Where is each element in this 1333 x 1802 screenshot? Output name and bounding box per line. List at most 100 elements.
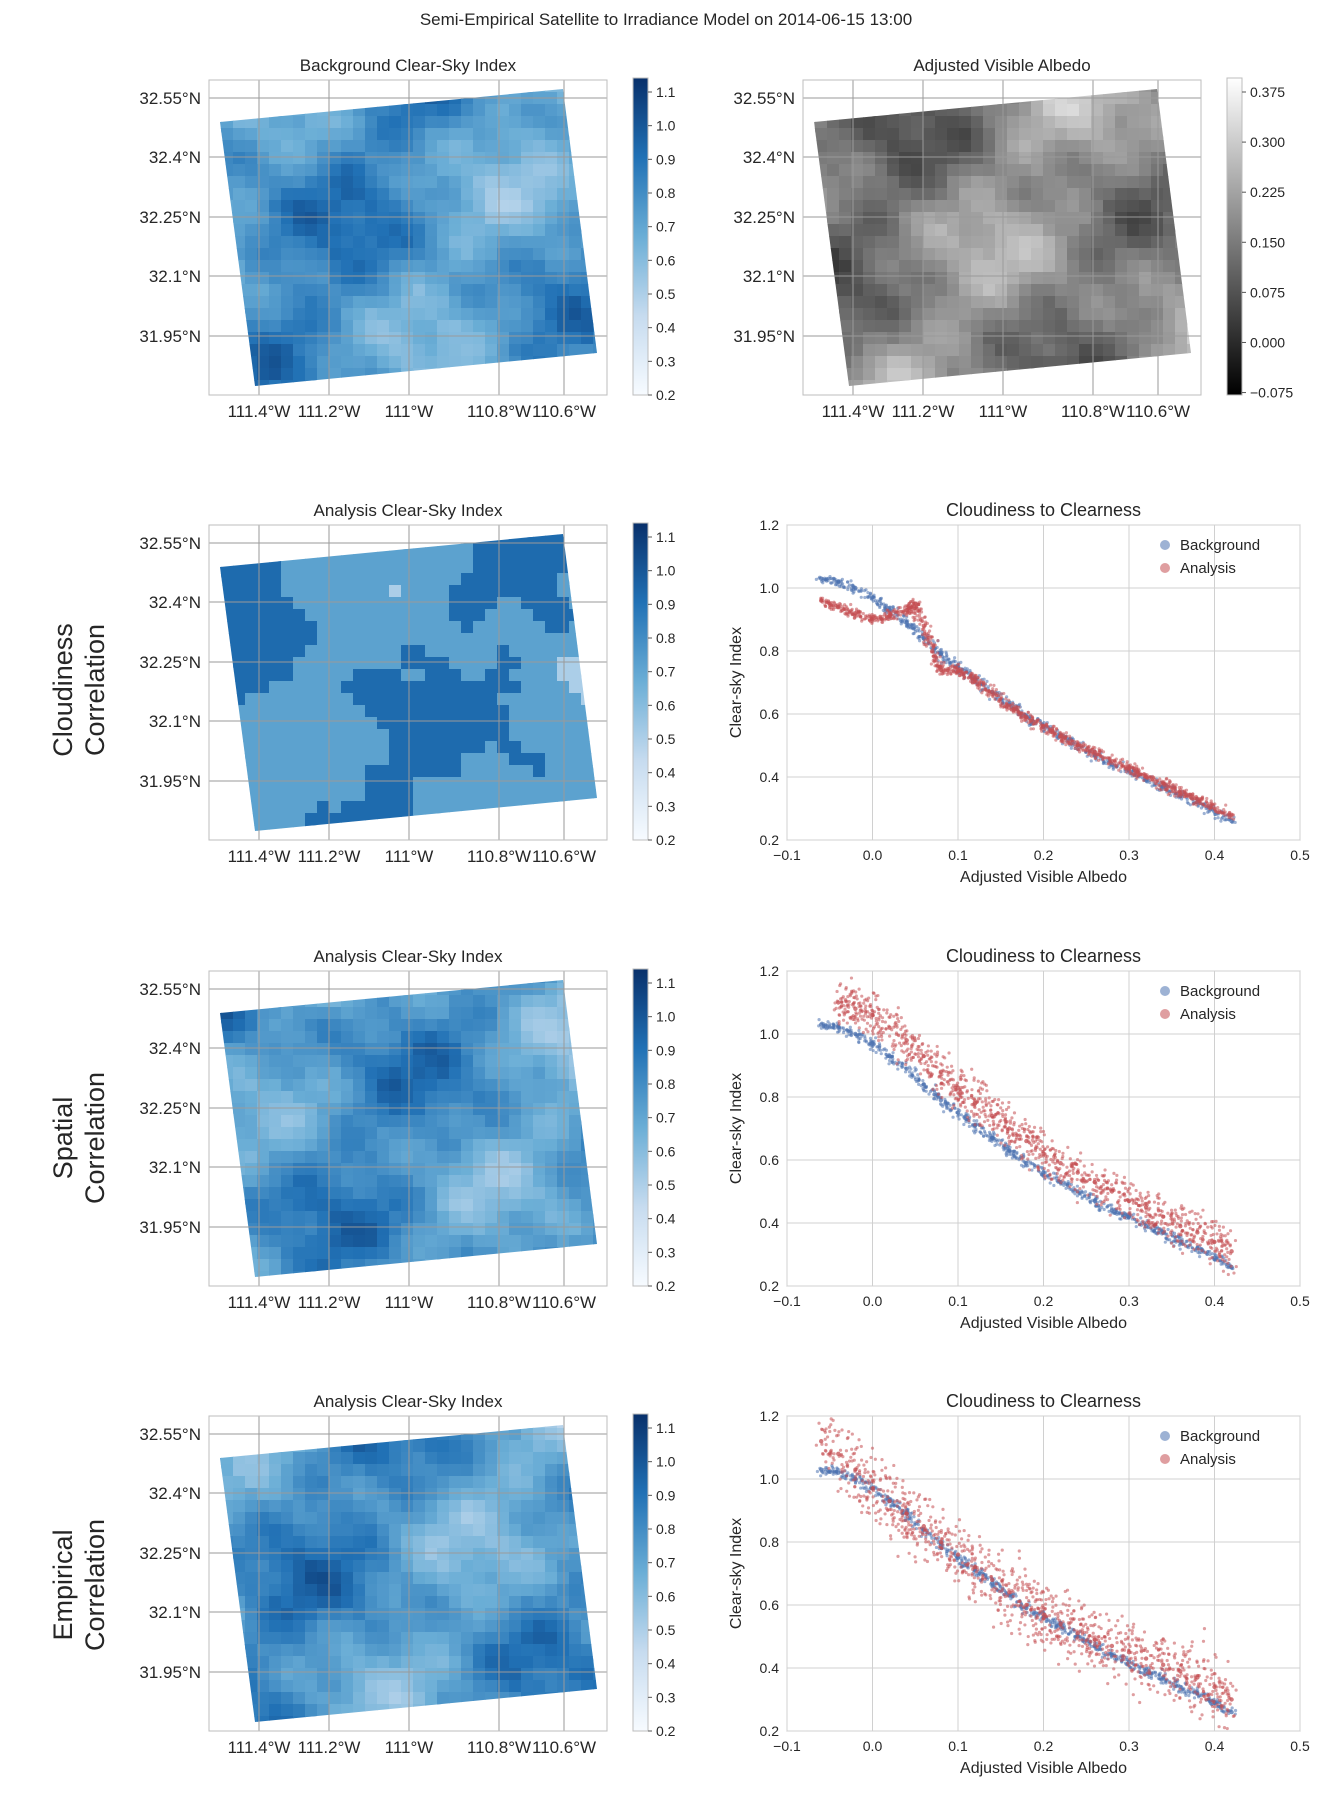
data-point — [835, 1470, 839, 1474]
data-point — [835, 989, 839, 994]
data-point — [920, 1051, 924, 1056]
data-point — [1208, 807, 1213, 811]
data-point — [950, 1532, 954, 1536]
data-point — [1118, 1195, 1122, 1199]
data-point — [1140, 1203, 1144, 1207]
data-point — [1205, 800, 1209, 804]
data-point — [1121, 1181, 1125, 1185]
scatter-panel-1: Cloudiness to Clearness−0.1 0.0 0.1 0.2 0.3 0… — [728, 500, 1310, 886]
colorbar — [632, 968, 649, 1287]
lon-tick-label: 110.6°W — [532, 402, 596, 421]
colorbar-tick-label: 0.9 — [656, 596, 676, 612]
data-point — [969, 1109, 974, 1113]
data-point — [835, 1030, 840, 1034]
data-point — [1177, 1235, 1181, 1239]
data-point — [946, 1527, 950, 1531]
data-point — [867, 1481, 871, 1485]
data-point — [922, 1068, 926, 1072]
data-point — [934, 1083, 939, 1088]
data-point — [1083, 1190, 1088, 1194]
data-point — [972, 1119, 976, 1123]
data-point — [926, 1044, 931, 1048]
data-point — [960, 1537, 964, 1541]
data-point — [874, 1050, 878, 1055]
data-point — [892, 1039, 896, 1043]
data-point — [1213, 1252, 1217, 1256]
data-point — [1048, 1181, 1052, 1185]
data-point — [973, 1105, 977, 1110]
data-point — [824, 600, 829, 604]
data-point — [1055, 735, 1059, 739]
data-point — [845, 1004, 849, 1008]
data-point — [1107, 765, 1111, 770]
data-point — [884, 1027, 888, 1031]
data-point — [1140, 1199, 1144, 1203]
data-point — [890, 1044, 894, 1048]
data-point — [985, 693, 989, 697]
data-point — [857, 1028, 861, 1033]
data-point — [881, 1048, 886, 1052]
data-point — [924, 1085, 928, 1089]
data-point — [997, 1098, 1001, 1102]
data-point — [1135, 1218, 1139, 1222]
data-point — [1030, 715, 1034, 719]
data-point — [907, 625, 912, 629]
map-frame — [802, 79, 1202, 396]
data-point — [908, 611, 912, 616]
data-point — [1082, 1164, 1086, 1168]
data-point — [846, 580, 850, 584]
data-point — [1039, 1632, 1043, 1637]
scatter-points — [817, 976, 1238, 1277]
data-point — [1068, 1184, 1072, 1189]
data-point — [882, 1008, 886, 1012]
data-point — [1221, 1225, 1225, 1229]
data-point — [910, 1033, 915, 1038]
data-point — [825, 1471, 829, 1475]
data-point — [984, 1099, 988, 1103]
data-point — [1118, 1211, 1122, 1215]
data-point — [1000, 1112, 1005, 1116]
data-point — [1182, 795, 1187, 799]
data-point — [1039, 1130, 1043, 1134]
data-point — [1091, 1635, 1095, 1639]
x-tick-label: 0.3 — [1119, 1293, 1139, 1309]
data-point — [859, 1444, 863, 1449]
data-point — [891, 1503, 895, 1507]
lat-tick-label: 32.4°N — [743, 148, 795, 167]
data-point — [959, 1068, 963, 1072]
data-point — [1006, 1130, 1010, 1134]
data-point — [997, 1123, 1001, 1128]
data-point — [895, 1013, 899, 1017]
data-point — [1206, 1242, 1210, 1246]
data-point — [1101, 1642, 1105, 1647]
scatter-title: Cloudiness to Clearness — [946, 1391, 1141, 1411]
data-point — [1139, 1216, 1143, 1220]
data-point — [1149, 1676, 1154, 1680]
data-point — [1120, 1211, 1124, 1215]
data-point — [920, 627, 925, 631]
data-point — [966, 1115, 970, 1120]
data-point — [956, 1556, 960, 1560]
data-point — [1179, 1216, 1183, 1220]
data-point — [1051, 1171, 1056, 1175]
colorbar-tick-label: 0.4 — [656, 320, 676, 336]
data-point — [1220, 1248, 1224, 1253]
data-point — [924, 1089, 928, 1093]
scatter-title: Cloudiness to Clearness — [946, 946, 1141, 966]
data-point — [1228, 1243, 1232, 1247]
data-point — [1031, 727, 1036, 731]
data-point — [873, 618, 877, 623]
data-point — [1064, 1186, 1068, 1190]
data-point — [1215, 1700, 1219, 1704]
data-point — [1005, 1146, 1009, 1150]
legend-marker-background — [1160, 540, 1170, 550]
data-point — [897, 1033, 901, 1038]
data-point — [933, 1052, 937, 1056]
data-point — [949, 1064, 954, 1068]
data-point — [1053, 1161, 1057, 1165]
data-point — [1020, 1122, 1024, 1127]
data-point — [940, 1076, 944, 1080]
data-point — [837, 1020, 841, 1024]
data-point — [863, 1481, 867, 1485]
data-point — [983, 1579, 987, 1584]
